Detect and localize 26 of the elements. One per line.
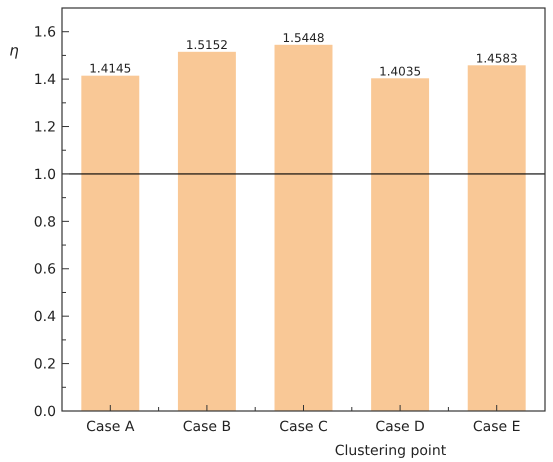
- text: 1.0: [34, 166, 56, 183]
- text: 0.4: [34, 309, 56, 326]
- data-label: 1.4035: [379, 64, 422, 78]
- text: 0.0: [34, 404, 56, 420]
- text: 0.2: [34, 356, 56, 372]
- text: 1.4: [34, 72, 56, 88]
- bar: [274, 44, 332, 411]
- bar: [371, 78, 430, 411]
- x-tick-label: Case A: [86, 419, 135, 435]
- data-label: 1.4583: [476, 51, 518, 66]
- text: 1.6: [34, 24, 56, 41]
- y-axis-title: η: [9, 41, 20, 60]
- bar: [468, 65, 526, 411]
- text: 1.2: [34, 119, 56, 136]
- x-tick-label: Case C: [279, 419, 328, 435]
- data-label: 1.4145: [89, 62, 132, 76]
- data-label: 1.5448: [282, 30, 324, 45]
- x-tick-label: Case E: [472, 419, 520, 435]
- x-tick-label: Case D: [375, 419, 425, 435]
- bar: [178, 52, 236, 411]
- x-axis-title: Clustering point: [334, 443, 447, 459]
- text: 0.8: [34, 214, 56, 230]
- x-tick-label: Case B: [182, 419, 232, 435]
- text: 0.6: [34, 262, 56, 278]
- data-label: 1.5152: [186, 38, 228, 52]
- bar: [81, 76, 140, 411]
